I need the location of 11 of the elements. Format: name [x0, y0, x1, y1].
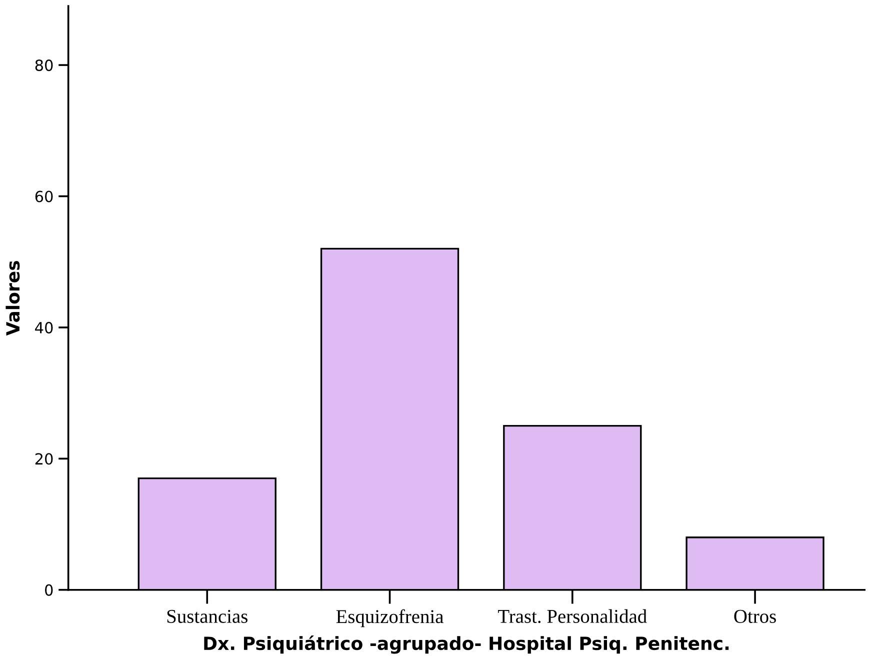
y-tick-label: 80	[35, 60, 53, 72]
y-tick-label: 60	[35, 190, 53, 202]
x-tick-label: Esquizofrenia	[336, 609, 444, 628]
y-tick-label: 40	[35, 322, 53, 334]
x-tick-label: Sustancias	[167, 610, 248, 623]
x-tick-label: Trast. Personalidad	[498, 609, 647, 624]
x-tick-label: Otros	[734, 610, 776, 623]
y-axis-title: Valores	[6, 260, 20, 336]
x-axis-title: Dx. Psiquiátrico -agrupado- Hospital Psiq. Penitenc.	[204, 635, 729, 654]
y-tick-label: 20	[35, 453, 53, 465]
y-tick-label: 0	[45, 584, 53, 596]
